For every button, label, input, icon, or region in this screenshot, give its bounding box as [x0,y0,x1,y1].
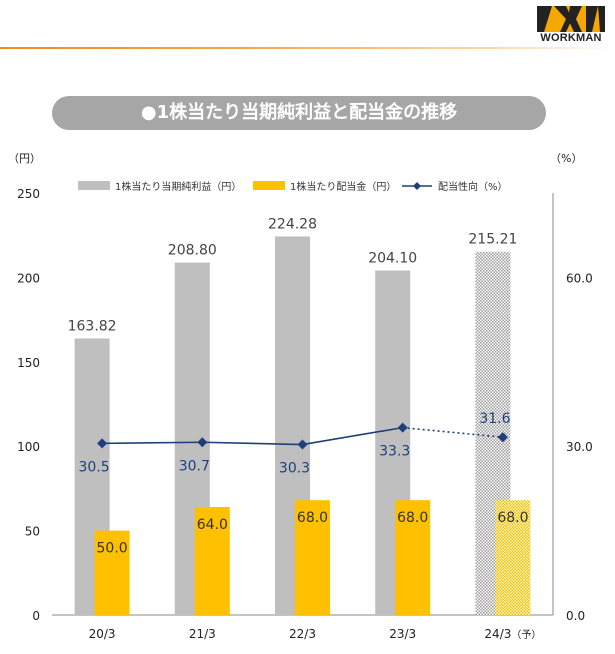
eps-value-label: 224.28 [268,216,317,232]
legend-label-dividend: 1株当たり配当金（円） [290,180,396,193]
chart-title: ●1株当たり当期純利益と配当金の推移 [140,102,458,123]
eps-value-label: 163.82 [68,318,117,334]
right-tick-label: 30.0 [566,440,593,454]
payout-value-label: 30.3 [279,461,310,477]
left-tick-label: 0 [32,609,40,623]
dividend-bar [94,530,130,615]
payout-value-label: 31.6 [479,411,510,427]
dividend-value-label: 68.0 [497,510,528,526]
legend-swatch-payout-marker [413,182,421,190]
legend-label-payout: 配当性向（%） [438,180,508,193]
left-tick-label: 250 [17,187,40,201]
left-tick-label: 100 [17,440,40,454]
x-tick-label: 23/3 [389,627,416,641]
payout-line-forecast [402,426,503,438]
right-axis-unit: （%） [550,152,582,165]
title-pill [52,96,546,130]
right-tick-label: 0.0 [566,609,585,623]
left-axis-unit: （円） [8,152,41,165]
right-tick-label: 60.0 [566,271,593,285]
dividend-value-label: 68.0 [397,510,428,526]
payout-value-label: 33.3 [379,444,410,460]
dividend-value-label: 68.0 [297,510,328,526]
workman-logo-icon [537,6,605,32]
dividend-value-label: 50.0 [97,541,128,557]
dividend-bar [395,500,431,615]
left-tick-label: 200 [17,271,40,285]
logo-text: WORKMAN [540,32,602,44]
x-tick-label: 20/3 [89,627,116,641]
payout-marker [497,432,508,443]
x-tick-label: 21/3 [189,627,216,641]
payout-marker [197,437,208,448]
payout-marker [397,422,408,433]
eps-value-label: 204.10 [368,250,417,266]
payout-line [102,426,403,446]
x-tick-label: 24/3（予） [484,627,541,641]
dividend-bar [495,500,531,615]
dividend-value-label: 64.0 [197,517,228,533]
left-tick-label: 50 [25,525,40,539]
eps-value-label: 208.80 [168,243,217,259]
legend-label-eps: 1株当たり当期純利益（円） [115,180,241,193]
payout-value-label: 30.7 [179,458,210,474]
x-tick-suffix: （予） [511,629,541,641]
header-rule [0,47,615,49]
payout-value-label: 30.5 [79,459,110,475]
payout-marker [97,438,108,449]
dividend-bar [194,506,230,615]
payout-marker [297,439,308,450]
dividend-bar [295,500,330,615]
x-tick-label: 22/3 [289,627,316,641]
legend-swatch-dividend [253,181,285,190]
left-tick-label: 150 [17,356,40,370]
eps-value-label: 215.21 [468,232,517,248]
legend-swatch-eps [78,181,110,190]
